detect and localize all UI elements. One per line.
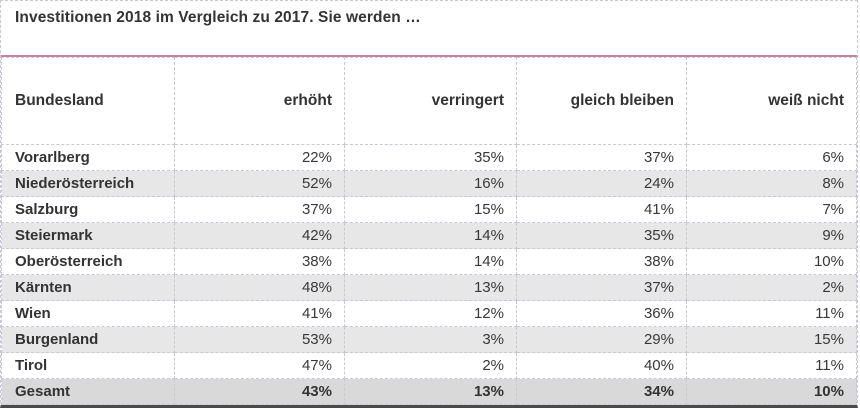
- cell-value: 38%: [174, 248, 345, 275]
- table-row: Vorarlberg 22% 35% 37% 6%: [1, 144, 857, 171]
- column-header-2: verringert: [344, 57, 517, 145]
- cell-value: 29%: [516, 326, 687, 353]
- cell-value: 22%: [174, 144, 345, 171]
- cell-value: 35%: [344, 144, 517, 171]
- cell-value: 2%: [344, 352, 517, 379]
- cell-bundesland: Salzburg: [1, 196, 175, 223]
- cell-value: 37%: [516, 144, 687, 171]
- table-title: Investitionen 2018 im Vergleich zu 2017.…: [1, 1, 857, 57]
- cell-value: 13%: [344, 274, 517, 301]
- cell-value: 15%: [686, 326, 857, 353]
- cell-value: 14%: [344, 248, 517, 275]
- cell-value: 43%: [174, 378, 345, 405]
- column-header-4: weiß nicht: [686, 57, 857, 145]
- cell-value: 10%: [686, 378, 857, 405]
- cell-bundesland: Niederösterreich: [1, 170, 175, 197]
- table-row-total: Gesamt 43% 13% 34% 10%: [1, 378, 857, 405]
- cell-value: 41%: [174, 300, 345, 327]
- cell-value: 8%: [686, 170, 857, 197]
- cell-value: 35%: [516, 222, 687, 249]
- table-row: Oberösterreich 38% 14% 38% 10%: [1, 248, 857, 275]
- cell-value: 12%: [344, 300, 517, 327]
- data-table: Bundesland erhöht verringert gleich bleiben…: [1, 57, 857, 405]
- cell-value: 11%: [686, 300, 857, 327]
- table-row: Salzburg 37% 15% 41% 7%: [1, 196, 857, 223]
- cell-value: 15%: [344, 196, 517, 223]
- cell-value: 13%: [344, 378, 517, 405]
- table-row: Steiermark 42% 14% 35% 9%: [1, 222, 857, 249]
- table-row: Kärnten 48% 13% 37% 2%: [1, 274, 857, 301]
- cell-value: 9%: [686, 222, 857, 249]
- table-header: Bundesland erhöht verringert gleich bleiben…: [1, 57, 857, 145]
- cell-value: 42%: [174, 222, 345, 249]
- cell-value: 16%: [344, 170, 517, 197]
- table-row: Tirol 47% 2% 40% 11%: [1, 352, 857, 379]
- cell-value: 34%: [516, 378, 687, 405]
- cell-value: 36%: [516, 300, 687, 327]
- cell-value: 41%: [516, 196, 687, 223]
- cell-bundesland: Tirol: [1, 352, 175, 379]
- table-body: Vorarlberg 22% 35% 37% 6% Niederösterreich 52%…: [1, 144, 857, 405]
- cell-value: 47%: [174, 352, 345, 379]
- cell-bundesland: Wien: [1, 300, 175, 327]
- cell-value: 6%: [686, 144, 857, 171]
- cell-value: 14%: [344, 222, 517, 249]
- column-header-bundesland: Bundesland: [1, 57, 175, 145]
- cell-bundesland: Oberösterreich: [1, 248, 175, 275]
- cell-value: 3%: [344, 326, 517, 353]
- column-header-1: erhöht: [174, 57, 345, 145]
- cell-value: 48%: [174, 274, 345, 301]
- table-row: Wien 41% 12% 36% 11%: [1, 300, 857, 327]
- cell-value: 52%: [174, 170, 345, 197]
- table-row: Niederösterreich 52% 16% 24% 8%: [1, 170, 857, 197]
- cell-bundesland: Gesamt: [1, 378, 175, 405]
- cell-value: 2%: [686, 274, 857, 301]
- cell-value: 11%: [686, 352, 857, 379]
- cell-bundesland: Burgenland: [1, 326, 175, 353]
- cell-value: 40%: [516, 352, 687, 379]
- cell-value: 37%: [516, 274, 687, 301]
- cell-value: 53%: [174, 326, 345, 353]
- cell-value: 37%: [174, 196, 345, 223]
- cell-value: 24%: [516, 170, 687, 197]
- header-row: Bundesland erhöht verringert gleich bleiben…: [1, 57, 857, 145]
- column-header-3: gleich bleiben: [516, 57, 687, 145]
- cell-bundesland: Steiermark: [1, 222, 175, 249]
- cell-value: 7%: [686, 196, 857, 223]
- table-row: Burgenland 53% 3% 29% 15%: [1, 326, 857, 353]
- cell-bundesland: Kärnten: [1, 274, 175, 301]
- cell-value: 10%: [686, 248, 857, 275]
- cell-value: 38%: [516, 248, 687, 275]
- cell-bundesland: Vorarlberg: [1, 144, 175, 171]
